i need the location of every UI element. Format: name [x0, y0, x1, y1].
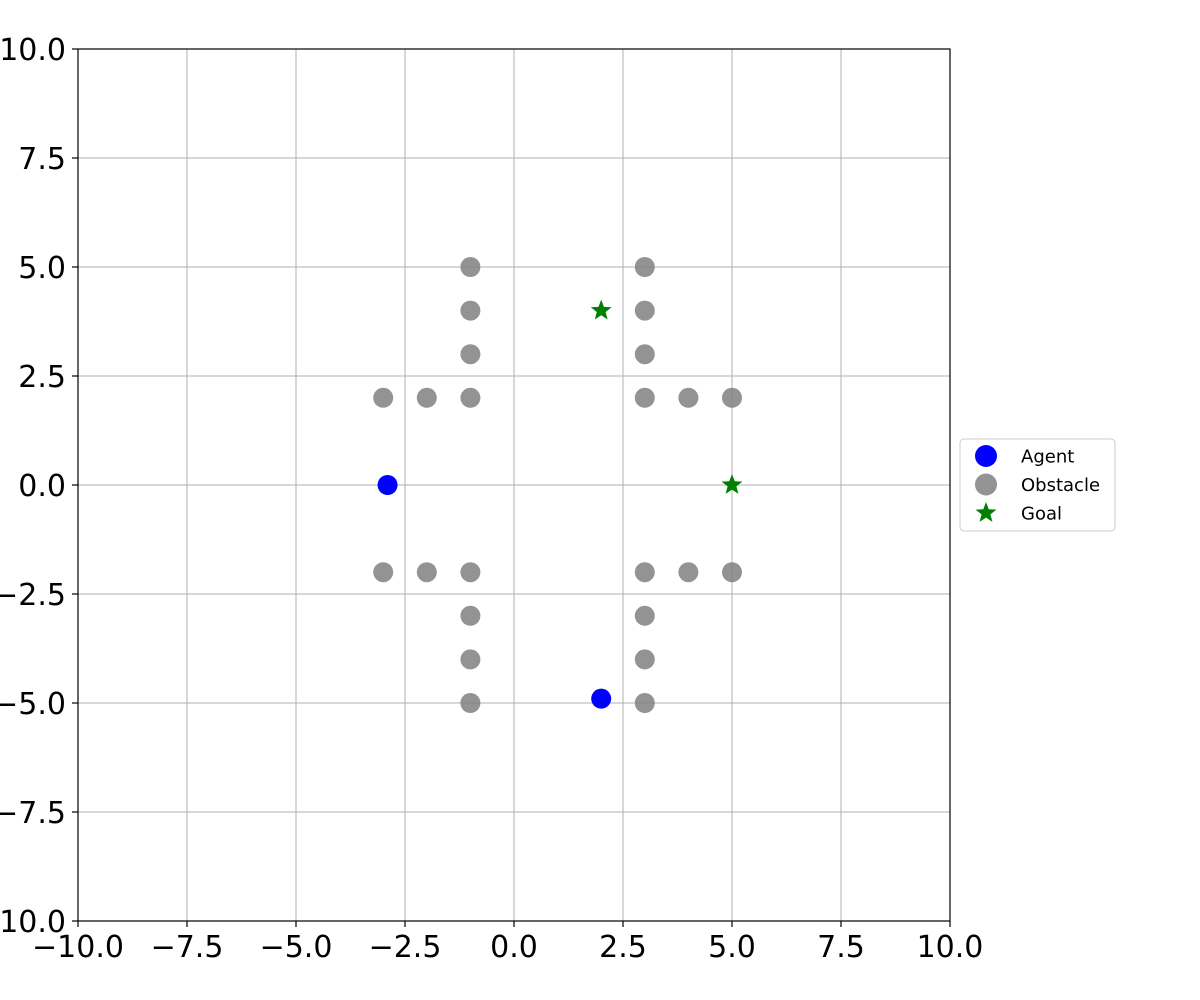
agent-point-1 [591, 688, 612, 709]
obstacle-point-16 [460, 649, 481, 670]
x-tick-label-5: 2.5 [599, 930, 647, 965]
obstacle-point-8 [634, 344, 655, 365]
goal-point-1 [721, 474, 743, 494]
y-tick-label-7: 7.5 [18, 142, 66, 177]
axis-ticks: −10.0 −7.5 −5.0 −2.5 0.0 2.5 5.0 7.5 10.0 −10.0 −7… [0, 33, 983, 965]
legend-label-agent: Agent [1021, 447, 1074, 468]
data-marks [373, 257, 743, 713]
x-tick-label-7: 7.5 [817, 930, 865, 965]
y-tick-label-2: −5.0 [0, 687, 66, 722]
obstacle-point-11 [722, 387, 742, 408]
obstacle-point-21 [634, 605, 655, 626]
obstacle-point-20 [722, 562, 742, 583]
legend-marker-goal [975, 502, 997, 522]
legend-box [959, 438, 1116, 532]
y-tick-label-8: 10.0 [0, 33, 66, 68]
obstacle-point-4 [416, 387, 437, 408]
obstacle-point-13 [416, 562, 437, 583]
obstacle-point-7 [634, 300, 655, 321]
x-tick-label-8: 10.0 [917, 930, 984, 965]
y-tick-label-3: −2.5 [0, 578, 66, 613]
obstacle-point-2 [460, 344, 481, 365]
y-tick-label-1: −7.5 [0, 796, 66, 831]
obstacle-point-12 [373, 562, 394, 583]
obstacle-point-18 [634, 562, 655, 583]
obstacle-point-9 [634, 387, 655, 408]
obstacle-point-17 [460, 693, 481, 713]
legend: Agent Obstacle Goal [959, 438, 1116, 532]
x-tick-label-3: −2.5 [369, 930, 442, 965]
obstacle-point-5 [373, 387, 394, 408]
agent-point-0 [377, 475, 398, 495]
obstacle-point-6 [634, 257, 655, 277]
x-tick-label-1: −7.5 [151, 930, 224, 965]
x-tick-label-4: 0.0 [490, 930, 538, 965]
obstacle-point-22 [634, 649, 655, 670]
y-tick-label-0: −10.0 [0, 905, 66, 940]
y-tick-label-4: 0.0 [18, 469, 66, 504]
obstacle-point-23 [634, 693, 655, 713]
obstacle-point-19 [678, 562, 699, 583]
obstacle-point-1 [460, 300, 481, 321]
legend-label-goal: Goal [1021, 504, 1062, 525]
legend-label-obstacle: Obstacle [1021, 475, 1100, 496]
x-tick-label-0: −10.0 [32, 930, 124, 965]
x-tick-label-6: 5.0 [708, 930, 756, 965]
x-tick-label-2: −5.0 [260, 930, 333, 965]
obstacle-point-10 [678, 387, 699, 408]
legend-marker-obstacle [975, 473, 997, 496]
goal-point-0 [590, 299, 612, 320]
obstacle-point-15 [460, 605, 481, 626]
y-tick-label-6: 5.0 [18, 251, 66, 286]
legend-marker-agent [975, 445, 997, 467]
obstacle-point-0 [460, 257, 481, 277]
obstacle-point-3 [460, 387, 481, 408]
obstacle-point-14 [460, 562, 481, 583]
y-tick-label-5: 2.5 [18, 360, 66, 395]
